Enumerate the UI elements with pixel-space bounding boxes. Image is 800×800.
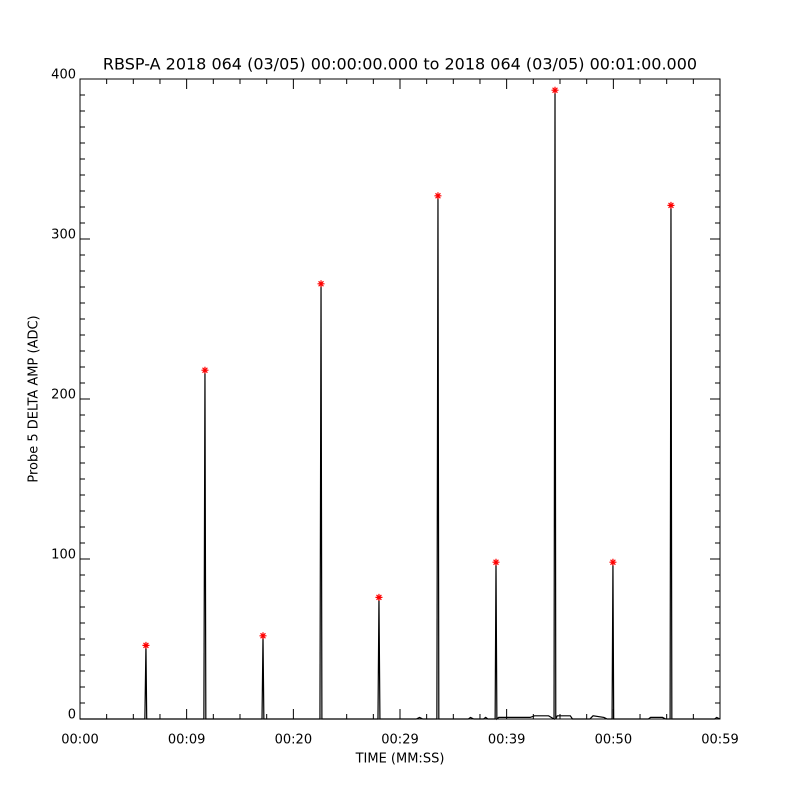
x-tick-label: 00:50 [595, 733, 632, 748]
peak-marker [609, 558, 617, 566]
x-tick-label: 00:00 [61, 733, 98, 748]
peak-marker [259, 632, 267, 640]
x-tick-label: 00:09 [168, 733, 205, 748]
x-axis-label: TIME (MM:SS) [355, 752, 445, 767]
peak-marker [434, 192, 442, 200]
peak-marker [142, 641, 150, 649]
peak-marker [492, 558, 500, 566]
chart-title: RBSP-A 2018 064 (03/05) 00:00:00.000 to … [103, 55, 697, 74]
y-tick-label: 100 [51, 548, 76, 563]
x-tick-label: 00:20 [275, 733, 312, 748]
x-tick-label: 00:29 [381, 733, 418, 748]
y-tick-label: 0 [68, 708, 76, 723]
data-line [80, 90, 721, 721]
x-tick-label: 00:59 [701, 733, 738, 748]
y-tick-label: 200 [51, 388, 76, 403]
peak-marker [551, 86, 559, 94]
y-tick-label: 400 [51, 68, 76, 83]
peak-marker [375, 593, 383, 601]
peak-marker [667, 201, 675, 209]
peak-marker [317, 280, 325, 288]
x-tick-label: 00:39 [488, 733, 525, 748]
peak-marker [201, 366, 209, 374]
y-axis-label: Probe 5 DELTA AMP (ADC) [27, 315, 42, 482]
y-tick-label: 300 [51, 228, 76, 243]
